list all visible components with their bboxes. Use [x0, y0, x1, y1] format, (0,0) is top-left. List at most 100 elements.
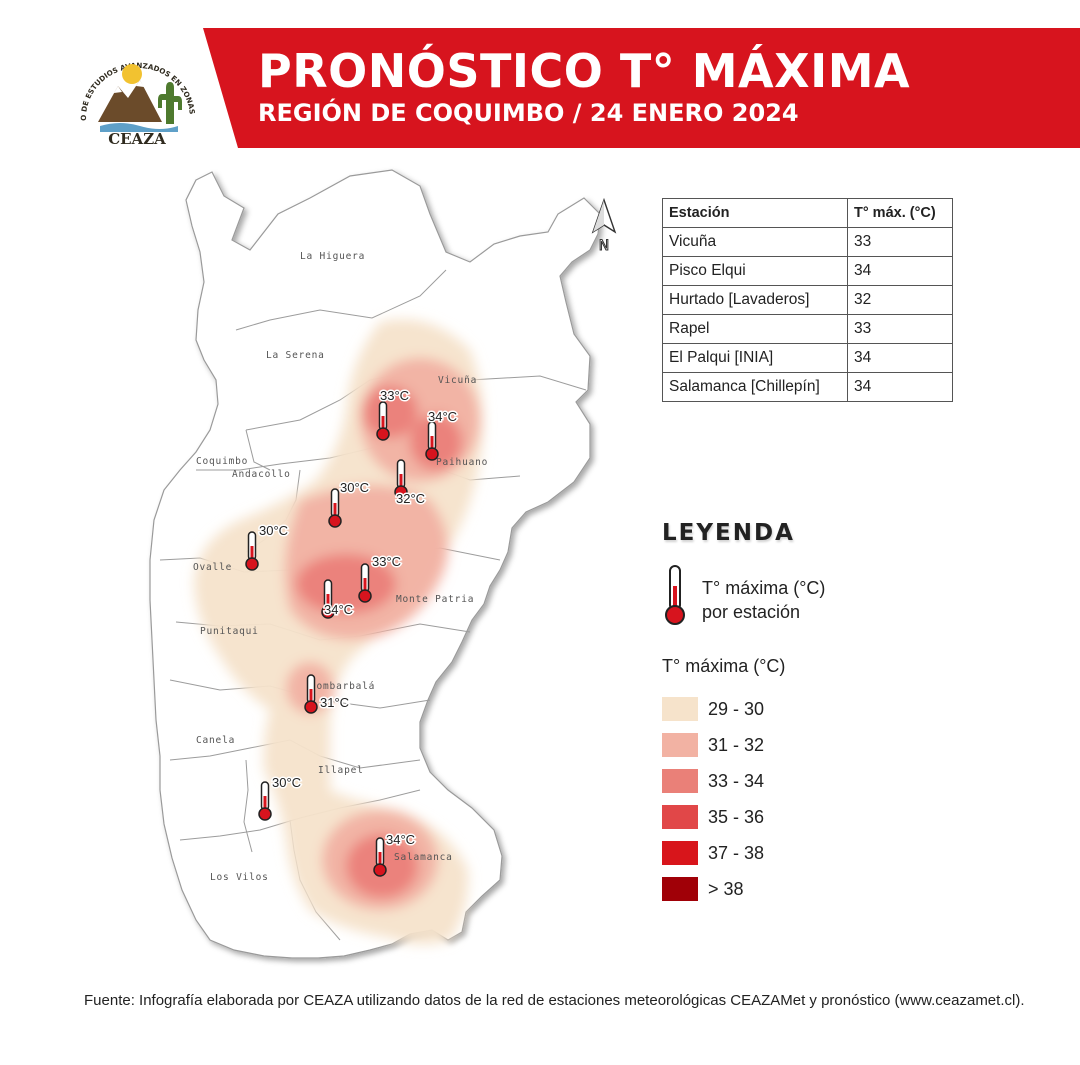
- logo-cactus: [158, 82, 182, 124]
- table-row: Hurtado [Lavaderos] 32: [662, 285, 953, 315]
- north-arrow: N: [591, 198, 617, 255]
- commune-salamanca: Salamanca: [394, 852, 453, 863]
- table-row: Pisco Elqui 34: [662, 256, 953, 286]
- page-title: PRONÓSTICO T° MÁXIMA: [258, 44, 911, 98]
- station-temp-label: 30°C: [340, 480, 369, 495]
- legend-item: 29 - 30: [662, 697, 902, 725]
- legend-thermometer-line2: por estación: [702, 602, 801, 622]
- logo-mountains: [98, 80, 162, 122]
- thermometer-icon: [665, 565, 685, 625]
- station-temp-label: 33°C: [372, 554, 401, 569]
- legend: LEYENDA T° máxima (°C) por estación T° m…: [662, 520, 922, 910]
- commune-ovalle: Ovalle: [193, 562, 232, 573]
- station-temp-label: 32°C: [396, 491, 425, 506]
- station-temp-label: 31°C: [320, 695, 349, 710]
- header-station: Estación: [662, 198, 848, 228]
- commune-paihuano: Paihuano: [436, 457, 488, 468]
- legend-swatch: [662, 697, 698, 721]
- logo-wordmark: CEAZA: [108, 130, 166, 148]
- table-row: El Palqui [INIA] 34: [662, 343, 953, 373]
- legend-label: 31 - 32: [708, 735, 765, 755]
- legend-label: 37 - 38: [708, 843, 765, 863]
- legend-item: > 38: [662, 877, 902, 905]
- ceaza-logo: CENTRO DE ESTUDIOS AVANZADOS EN ZONAS ÁR…: [70, 40, 197, 148]
- station-name: Rapel: [662, 314, 848, 344]
- legend-label: 35 - 36: [708, 807, 765, 827]
- stations-table: Estación T° máx. (°C) Vicuña 33 Pisco Elq…: [662, 198, 953, 402]
- station-temp-label: 34°C: [324, 602, 353, 617]
- logo-sun: [122, 64, 142, 84]
- commune-coquimbo: Coquimbo: [196, 456, 248, 467]
- legend-swatch: [662, 841, 698, 865]
- station-temp: 34: [847, 372, 953, 402]
- station-marker: 33°C: [358, 553, 403, 603]
- north-label: N: [599, 238, 609, 254]
- table-row: Salamanca [Chillepín] 34: [662, 372, 953, 402]
- legend-swatch: [662, 733, 698, 757]
- legend-item: 33 - 34: [662, 769, 902, 797]
- legend-label: 29 - 30: [708, 699, 765, 719]
- logo-snow: [114, 80, 144, 93]
- legend-swatch: [662, 805, 698, 829]
- station-marker: 34°C: [373, 831, 417, 877]
- legend-swatch: [662, 877, 698, 901]
- station-marker: 31°C: [304, 674, 351, 714]
- commune-canela: Canela: [196, 735, 235, 746]
- commune-los-vilos: Los Vilos: [210, 872, 269, 883]
- station-marker: 30°C: [245, 522, 290, 571]
- station-marker: 32°C: [394, 459, 427, 508]
- footer-source: Fuente: Infografía elaborada por CEAZA u…: [84, 992, 1025, 1009]
- station-marker: 34°C: [321, 579, 355, 619]
- station-temp-label: 30°C: [272, 775, 301, 790]
- commune-labels: La Higuera La Serena Vicuña Coquimbo And…: [193, 251, 488, 883]
- station-markers: 33°C 34°C 32°C 30°C 30°C 33°C 34°C 31°C 30°C 34°C: [245, 387, 459, 877]
- commune-la-serena: La Serena: [266, 350, 325, 361]
- station-marker: 33°C: [376, 387, 411, 441]
- station-temp: 33: [847, 314, 953, 344]
- station-name: Vicuña: [662, 227, 848, 257]
- header-banner: [203, 28, 1080, 148]
- logo-water: [100, 123, 178, 132]
- stations-table-header: Estación T° máx. (°C): [662, 198, 953, 228]
- legend-item: 31 - 32: [662, 733, 902, 761]
- station-temp-label: 34°C: [428, 409, 457, 424]
- station-marker: 30°C: [258, 774, 303, 821]
- legend-label: 33 - 34: [708, 771, 765, 791]
- commune-andacollo: Andacollo: [232, 469, 291, 480]
- station-name: Salamanca [Chillepín]: [662, 372, 848, 402]
- legend-scale-title: T° máxima (°C): [662, 656, 786, 676]
- station-temp-label: 33°C: [380, 388, 409, 403]
- station-temp: 32: [847, 285, 953, 315]
- commune-punitaqui: Punitaqui: [200, 626, 259, 637]
- zone-33-34: [362, 386, 418, 438]
- station-temp: 33: [847, 227, 953, 257]
- station-marker: 34°C: [425, 408, 459, 461]
- banner-background: [203, 28, 1080, 148]
- legend-label: > 38: [708, 879, 744, 899]
- legend-item: 35 - 36: [662, 805, 902, 833]
- legend-item: 37 - 38: [662, 841, 902, 869]
- station-temp-label: 34°C: [386, 832, 415, 847]
- header-temp-max: T° máx. (°C): [847, 198, 953, 228]
- page-subtitle: REGIÓN DE COQUIMBO / 24 ENERO 2024: [258, 99, 799, 127]
- legend-title: LEYENDA: [662, 520, 795, 546]
- legend-thermometer-line1: T° máxima (°C): [702, 578, 826, 598]
- station-name: El Palqui [INIA]: [662, 343, 848, 373]
- commune-combarbala: Combarbalá: [310, 681, 375, 692]
- station-name: Pisco Elqui: [662, 256, 848, 286]
- table-row: Vicuña 33: [662, 227, 953, 257]
- station-marker: 30°C: [328, 479, 371, 528]
- station-temp: 34: [847, 256, 953, 286]
- region-map: La Higuera La Serena Vicuña Coquimbo And…: [149, 169, 601, 959]
- commune-illapel: Illapel: [318, 765, 364, 776]
- legend-thermometer-label: T° máxima (°C) por estación: [702, 576, 902, 624]
- table-row: Rapel 33: [662, 314, 953, 344]
- station-name: Hurtado [Lavaderos]: [662, 285, 848, 315]
- commune-la-higuera: La Higuera: [300, 251, 365, 262]
- legend-swatch: [662, 769, 698, 793]
- commune-monte-patria: Monte Patria: [396, 594, 474, 605]
- station-temp-label: 30°C: [259, 523, 288, 538]
- commune-vicuna: Vicuña: [438, 375, 477, 386]
- temperature-zones: [194, 319, 484, 945]
- station-temp: 34: [847, 343, 953, 373]
